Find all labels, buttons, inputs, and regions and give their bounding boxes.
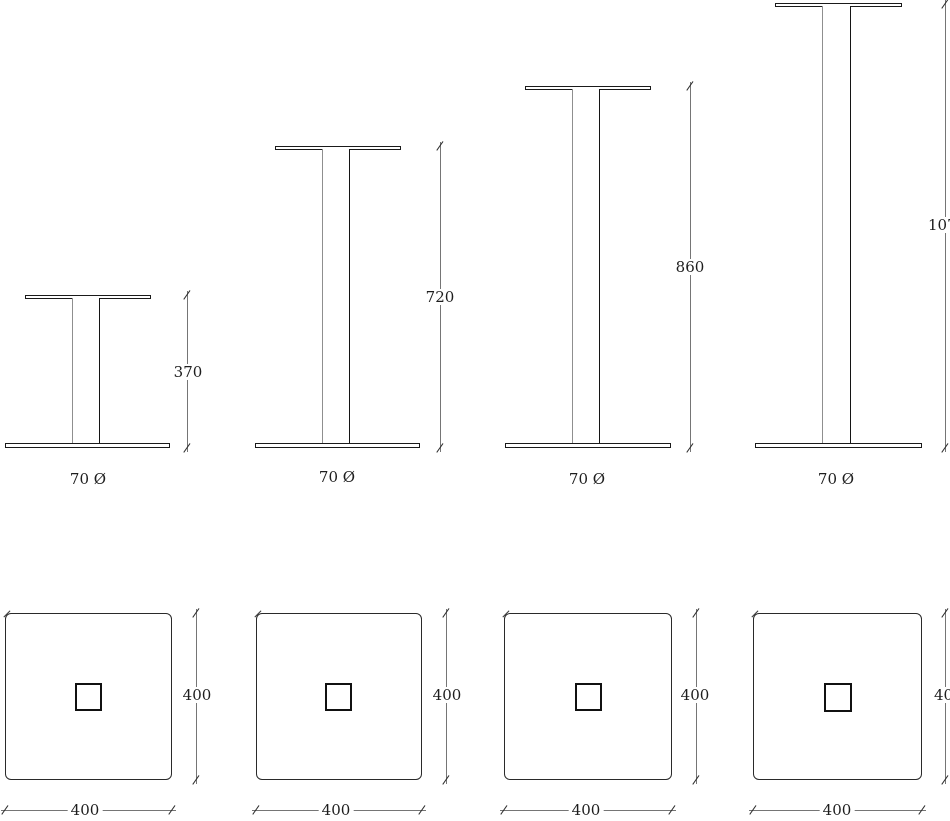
column-socket: [75, 683, 102, 711]
width-dimension-label: 400: [568, 802, 604, 818]
height-dimension-label: 370: [170, 364, 206, 380]
column-diameter-label: 70 Ø: [318, 468, 356, 486]
column-diameter-label: 70 Ø: [817, 470, 855, 488]
pedestal-column: [72, 298, 100, 443]
pedestal-column: [572, 89, 600, 443]
column-socket: [325, 683, 352, 711]
base-plate: [5, 443, 170, 448]
column-socket: [575, 683, 602, 711]
height-dimension-label: 720: [422, 289, 458, 305]
depth-dimension-label: 400: [179, 687, 215, 703]
height-dimension-label: 860: [672, 259, 708, 275]
width-dimension-label: 400: [67, 802, 103, 818]
pedestal-column: [822, 6, 851, 443]
width-dimension-label: 400: [318, 802, 354, 818]
pedestal-column: [322, 149, 350, 443]
column-diameter-label: 70 Ø: [568, 470, 606, 488]
depth-dimension-label: 400: [429, 687, 465, 703]
base-plate: [255, 443, 420, 448]
column-diameter-label: 70 Ø: [69, 470, 107, 488]
base-plate: [755, 443, 922, 448]
depth-dimension-label: 400: [677, 687, 713, 703]
width-dimension-label: 400: [819, 802, 855, 818]
column-socket: [824, 683, 852, 712]
base-plate: [505, 443, 671, 448]
depth-dimension-label: 400: [931, 687, 950, 703]
